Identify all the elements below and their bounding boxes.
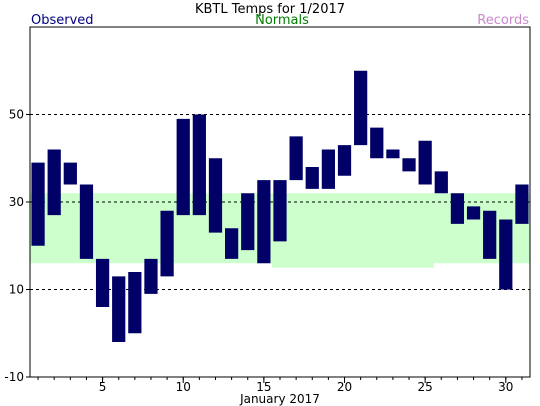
observed-bar-day-30 xyxy=(499,219,513,290)
observed-bar-day-25 xyxy=(418,140,432,185)
normal-range-day-25 xyxy=(417,193,434,268)
normal-range-day-18 xyxy=(304,193,321,268)
normal-range-day-6 xyxy=(110,193,128,264)
observed-bar-day-24 xyxy=(402,158,416,172)
y-tick-label--10: -10 xyxy=(4,370,24,384)
x-tick-label-20: 20 xyxy=(337,380,352,394)
normal-range-day-19 xyxy=(320,193,337,268)
normal-range-day-7 xyxy=(126,193,144,264)
observed-bar-day-31 xyxy=(515,184,529,224)
observed-bar-day-4 xyxy=(79,184,94,259)
legend-records: Records xyxy=(477,13,529,28)
observed-bar-day-5 xyxy=(95,258,110,307)
observed-bar-day-15 xyxy=(257,180,271,264)
normal-range-day-17 xyxy=(288,193,305,268)
observed-bar-day-14 xyxy=(241,193,255,251)
y-tick-label-30: 30 xyxy=(9,195,24,209)
observed-bar-day-23 xyxy=(386,149,400,159)
observed-bar-day-17 xyxy=(289,136,303,181)
normal-range-day-23 xyxy=(384,193,402,268)
observed-bar-day-11 xyxy=(192,114,206,216)
observed-bar-day-9 xyxy=(160,210,174,277)
observed-bar-day-29 xyxy=(483,210,497,259)
x-tick-label-10: 10 xyxy=(176,380,191,394)
x-tick-label-30: 30 xyxy=(498,380,513,394)
x-tick-label-25: 25 xyxy=(418,380,433,394)
observed-bar-day-3 xyxy=(63,162,77,185)
normal-range-day-21 xyxy=(352,193,370,268)
normal-range-day-26 xyxy=(433,193,450,264)
chart-title: KBTL Temps for 1/2017 xyxy=(195,2,345,17)
observed-bar-day-28 xyxy=(466,206,481,220)
normal-range-day-8 xyxy=(142,193,160,264)
observed-bar-day-22 xyxy=(370,127,384,159)
observed-bar-day-26 xyxy=(434,171,448,194)
observed-bar-day-6 xyxy=(112,276,126,342)
normal-range-day-3 xyxy=(62,193,79,264)
normal-range-day-5 xyxy=(94,193,112,264)
y-tick-label-50: 50 xyxy=(9,108,24,122)
normal-range-day-28 xyxy=(465,193,483,264)
observed-bar-day-21 xyxy=(354,70,368,146)
x-axis-label: January 2017 xyxy=(239,392,320,406)
y-tick-label-10: 10 xyxy=(9,283,24,297)
plot-area: -10 10 30 50 5 10 15 20 25 30 xyxy=(4,26,531,394)
normal-range-day-24 xyxy=(400,193,418,268)
observed-bar-day-13 xyxy=(225,228,239,259)
observed-bar-day-7 xyxy=(128,272,142,334)
observed-bar-day-19 xyxy=(321,149,335,189)
normal-range-day-20 xyxy=(336,193,354,268)
observed-bar-day-2 xyxy=(47,149,61,216)
observed-bar-day-10 xyxy=(176,118,190,216)
observed-bar-day-8 xyxy=(144,258,158,294)
observed-bar-day-1 xyxy=(31,162,45,246)
observed-bar-day-16 xyxy=(273,180,287,242)
legend-normals: Normals xyxy=(255,13,309,28)
observed-bar-day-12 xyxy=(208,158,223,233)
observed-bar-day-20 xyxy=(337,145,352,176)
x-tick-label-5: 5 xyxy=(99,380,107,394)
legend-observed: Observed xyxy=(31,13,94,28)
observed-bar-day-27 xyxy=(450,193,465,224)
observed-bar-day-18 xyxy=(305,167,319,189)
normal-range-day-22 xyxy=(368,193,386,268)
x-tick-label-15: 15 xyxy=(256,380,271,394)
